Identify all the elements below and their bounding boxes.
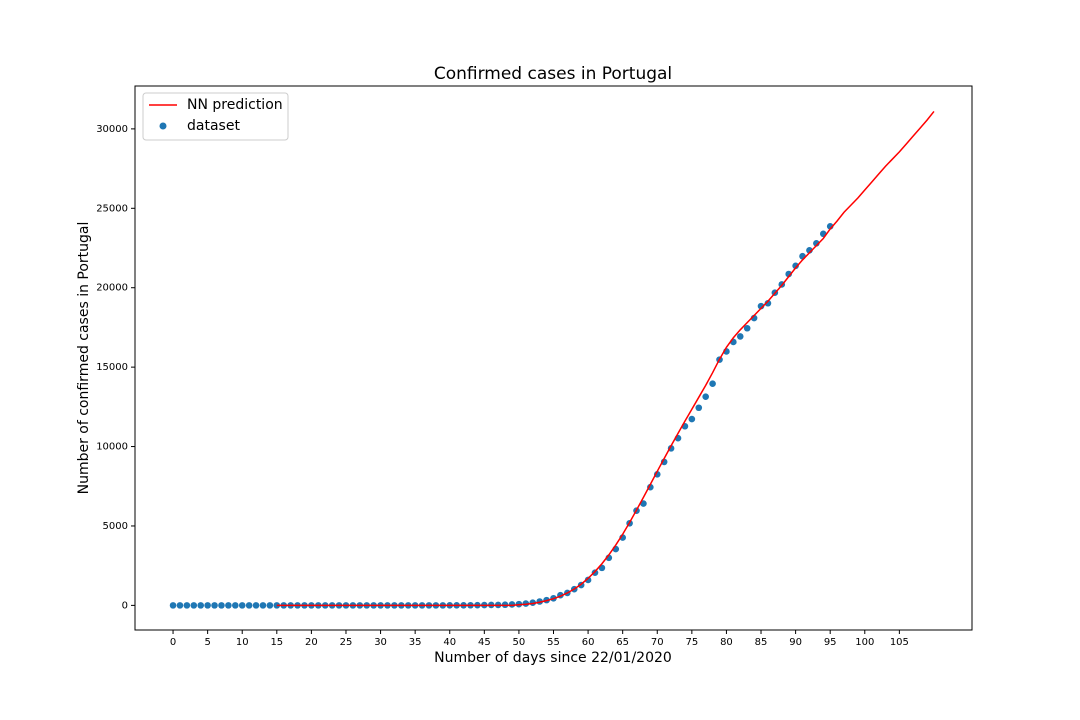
x-tick-label: 50	[513, 637, 526, 648]
data-point	[764, 299, 772, 307]
chart-title: Confirmed cases in Portugal	[434, 64, 672, 84]
legend-label: dataset	[187, 118, 240, 134]
y-tick-label: 15000	[96, 362, 128, 373]
x-tick-label: 40	[443, 637, 456, 648]
x-tick-label: 65	[616, 637, 629, 648]
x-tick-label: 60	[582, 637, 595, 648]
data-point	[218, 602, 225, 609]
data-point	[266, 602, 274, 609]
x-tick-label: 0	[170, 637, 176, 648]
x-tick-label: 5	[204, 637, 210, 648]
legend-swatch	[159, 122, 167, 130]
x-tick-label: 105	[890, 637, 909, 648]
y-axis-label: Number of confirmed cases in Portugal	[76, 222, 92, 495]
x-tick-label: 55	[547, 637, 560, 648]
plot-frame	[134, 85, 973, 631]
data-point	[709, 380, 716, 388]
x-tick-label: 10	[236, 637, 249, 648]
data-point	[245, 602, 253, 609]
data-point	[169, 602, 177, 609]
data-point	[259, 602, 267, 609]
x-tick-label: 25	[340, 637, 353, 648]
data-point	[176, 602, 184, 609]
data-point	[211, 602, 218, 609]
x-tick-label: 15	[270, 637, 283, 648]
x-tick-label: 85	[755, 637, 768, 648]
data-point	[591, 569, 599, 576]
data-point	[702, 393, 709, 400]
legend-label: NN prediction	[187, 97, 283, 113]
y-tick-label: 10000	[96, 442, 128, 453]
x-tick-label: 95	[824, 637, 837, 648]
data-point	[757, 302, 765, 310]
x-tick-label: 45	[478, 637, 491, 648]
data-point	[252, 602, 260, 609]
data-point	[204, 602, 211, 609]
data-point	[792, 262, 799, 270]
y-tick-label: 5000	[103, 521, 128, 532]
y-tick-label: 20000	[96, 283, 128, 294]
data-point	[197, 602, 205, 609]
x-tick-label: 90	[789, 637, 802, 648]
data-point	[183, 602, 191, 609]
data-point	[695, 404, 703, 412]
data-point	[238, 602, 246, 609]
x-tick-label: 30	[374, 637, 387, 648]
y-tick-label: 30000	[96, 124, 128, 135]
x-tick-label: 35	[409, 637, 422, 648]
x-tick-label: 75	[685, 637, 698, 648]
data-point	[190, 602, 198, 609]
x-axis-label: Number of days since 22/01/2020	[434, 650, 672, 666]
x-tick-label: 70	[651, 637, 664, 648]
data-point	[232, 602, 239, 609]
legend-box	[142, 92, 289, 141]
data-point	[225, 602, 232, 609]
data-point	[688, 415, 696, 423]
x-tick-label: 80	[720, 637, 733, 648]
data-point	[736, 333, 744, 340]
data-point	[743, 324, 751, 332]
data-point	[584, 576, 592, 584]
y-tick-label: 0	[122, 600, 128, 611]
x-tick-label: 20	[305, 637, 318, 648]
y-tick-label: 25000	[96, 203, 128, 214]
line	[276, 110, 935, 607]
x-tick-label: 100	[855, 637, 874, 648]
